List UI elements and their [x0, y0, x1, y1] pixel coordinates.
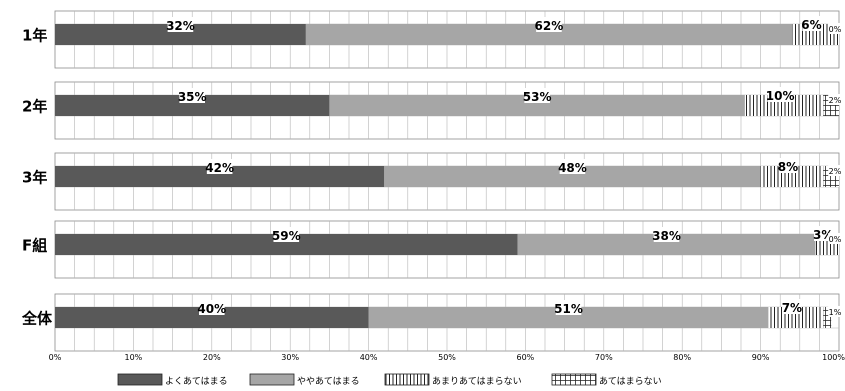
data-label: 48% [558, 161, 587, 175]
data-label: 53% [523, 90, 552, 104]
legend-label: あてはまらない [599, 376, 662, 387]
data-label-bg [273, 227, 300, 242]
category-label: 全体 [21, 310, 53, 328]
x-tick-label: 20% [203, 353, 221, 362]
x-tick-label: 30% [281, 353, 299, 362]
data-label-bg [179, 88, 205, 103]
category-label: F組 [22, 237, 47, 255]
data-label: 32% [166, 19, 195, 33]
bar-segment [368, 307, 769, 328]
data-label: 51% [554, 302, 583, 316]
legend-swatch [249, 373, 295, 386]
data-label-bg [814, 226, 833, 241]
data-label: 2% [829, 96, 842, 105]
legend-swatch [384, 373, 430, 386]
data-label: 2% [829, 167, 842, 176]
data-label-bg [778, 158, 798, 173]
bar-segment [744, 95, 824, 116]
legend-swatch [117, 373, 163, 386]
x-tick-label: 60% [517, 353, 535, 362]
data-label-bg [767, 87, 793, 102]
data-label: 10% [766, 89, 795, 103]
data-label: 59% [272, 229, 301, 243]
data-label-bg [559, 159, 586, 174]
data-label: 40% [197, 302, 226, 316]
legend: よくあてはまる ややあてはまる あまりあてはまらない あてはまらない [117, 373, 662, 387]
data-label-bg [828, 233, 842, 244]
data-label-bg [555, 300, 582, 315]
x-tick-label: 90% [752, 353, 770, 362]
data-label-bg [206, 159, 233, 174]
data-label: 7% [782, 301, 802, 315]
data-label: 42% [205, 161, 234, 175]
data-label-bg [828, 306, 842, 317]
category-label: 3年 [22, 169, 47, 187]
x-tick-label: 100% [822, 353, 845, 362]
x-tick-label: 40% [360, 353, 378, 362]
x-tick-label: 70% [595, 353, 613, 362]
data-label: 62% [535, 19, 564, 33]
bar-segment [517, 234, 816, 255]
labels: 1年 32% 62% 6% 0% 2年 35% 53% 10% 2% 3年 42% 48% 8% 2% F組 5… [21, 16, 842, 328]
bar-segment [55, 24, 306, 45]
bar-segment [768, 307, 824, 328]
data-label-bg [828, 165, 842, 176]
data-label-bg [167, 17, 194, 32]
legend-label: あまりあてはまらない [432, 376, 522, 387]
bar-segment [55, 166, 385, 187]
data-label: 38% [652, 229, 681, 243]
data-label-bg [199, 300, 225, 315]
x-tick-label: 0% [49, 353, 62, 362]
data-label-bg [828, 23, 842, 34]
legend-label: よくあてはまる [165, 376, 228, 387]
bar-segment [55, 234, 518, 255]
data-label-bg [828, 94, 842, 105]
x-axis: 0% 10% 20% 30% 40% 50% 60% 70% 80% 90% 100% [49, 353, 845, 362]
data-label: 6% [801, 18, 821, 32]
data-label-bg [782, 299, 802, 314]
data-label: 0% [829, 25, 842, 34]
data-label-bg [524, 88, 550, 103]
x-tick-label: 50% [438, 353, 456, 362]
bars [55, 24, 839, 328]
data-label-bg [536, 17, 562, 32]
bar-segment [329, 95, 745, 116]
data-label: 1% [829, 308, 842, 317]
x-tick-label: 80% [673, 353, 691, 362]
bar-segment [823, 307, 832, 328]
data-label-bg [802, 16, 821, 31]
legend-swatch [551, 373, 597, 386]
data-label: 0% [829, 235, 842, 244]
bar-segment [384, 166, 761, 187]
bar-segment [55, 307, 369, 328]
data-label: 35% [178, 90, 207, 104]
bar-segment [55, 95, 330, 116]
data-label: 8% [778, 160, 798, 174]
bar-segment [305, 24, 792, 45]
bar-segment [760, 166, 824, 187]
category-label: 2年 [22, 98, 47, 116]
category-label: 1年 [22, 27, 47, 45]
data-label-bg [653, 227, 680, 242]
x-tick-label: 10% [125, 353, 143, 362]
legend-label: ややあてはまる [297, 376, 360, 387]
